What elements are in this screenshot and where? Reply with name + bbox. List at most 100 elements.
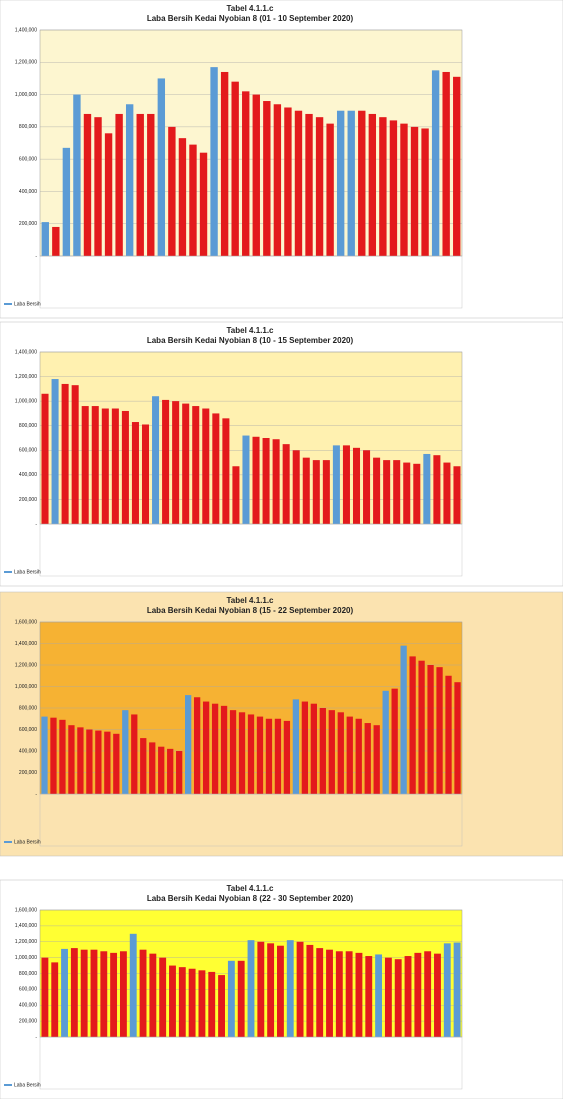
- bar: [192, 406, 200, 524]
- bar: [111, 408, 119, 524]
- bar: [431, 70, 440, 256]
- bar: [345, 951, 353, 1037]
- bar: [51, 962, 59, 1037]
- chart-title: Tabel 4.1.1.c: [227, 326, 275, 335]
- bar: [421, 128, 429, 256]
- y-tick-label: 600,000: [19, 727, 37, 733]
- bar: [59, 719, 66, 794]
- bar: [247, 714, 255, 794]
- chart-title: Tabel 4.1.1.c: [227, 884, 275, 893]
- y-tick-label: -: [35, 791, 37, 797]
- legend-label: Laba Bersih: [14, 301, 41, 307]
- bar: [404, 956, 412, 1037]
- bar: [158, 746, 165, 794]
- y-tick-label: 200,000: [19, 221, 37, 227]
- bar: [193, 697, 201, 794]
- y-tick-label: 1,000,000: [15, 398, 37, 404]
- bar: [101, 408, 109, 524]
- bar: [365, 956, 373, 1037]
- y-tick-label: 200,000: [19, 497, 37, 503]
- bar: [256, 716, 264, 794]
- bar: [373, 457, 381, 524]
- bar: [272, 439, 280, 524]
- bar: [189, 144, 197, 256]
- bar: [70, 948, 78, 1037]
- bar: [364, 723, 371, 794]
- bar: [95, 730, 102, 794]
- bar: [104, 133, 113, 256]
- y-tick-label: 600,000: [19, 448, 37, 454]
- y-tick-label: -: [35, 253, 37, 259]
- chart-subtitle: Laba Bersih Kedai Nyobian 8 (15 - 22 Sep…: [147, 606, 354, 615]
- y-tick-label: 200,000: [19, 1018, 37, 1024]
- legend-label: Laba Bersih: [14, 1082, 41, 1088]
- bar: [379, 117, 387, 257]
- bar: [358, 110, 366, 256]
- bar: [202, 408, 210, 524]
- bar: [301, 701, 309, 794]
- bar: [277, 945, 284, 1037]
- bar: [433, 455, 441, 524]
- bar: [90, 949, 98, 1037]
- bar: [409, 656, 416, 794]
- bar: [389, 120, 398, 257]
- bar: [242, 435, 250, 524]
- bar: [434, 953, 441, 1037]
- bar: [436, 667, 443, 794]
- bar: [81, 406, 89, 524]
- bar: [292, 450, 300, 524]
- bar: [94, 117, 102, 257]
- y-tick-label: 800,000: [19, 124, 37, 130]
- bar: [445, 675, 452, 794]
- y-tick-label: 800,000: [19, 705, 37, 711]
- bar: [400, 123, 408, 256]
- data-table: [39, 255, 463, 309]
- bar: [178, 138, 187, 256]
- bar: [454, 682, 461, 794]
- bar: [382, 690, 389, 794]
- bar: [125, 104, 134, 256]
- bar: [198, 970, 206, 1037]
- bar: [167, 748, 174, 794]
- data-table: [39, 1036, 463, 1090]
- y-tick-label: 1,600,000: [15, 907, 37, 913]
- bar: [242, 91, 250, 256]
- data-table: [39, 523, 463, 577]
- bar: [394, 959, 402, 1037]
- y-tick-label: 1,200,000: [15, 939, 37, 945]
- bar: [168, 126, 176, 256]
- plot-area: [39, 351, 463, 525]
- bar: [302, 457, 310, 524]
- bar: [283, 720, 291, 794]
- y-tick-label: 1,000,000: [15, 955, 37, 961]
- y-tick-label: 400,000: [19, 472, 37, 478]
- bar: [282, 444, 290, 524]
- bar: [368, 113, 377, 256]
- chart-subtitle: Laba Bersih Kedai Nyobian 8 (22 - 30 Sep…: [147, 894, 354, 903]
- bar: [247, 940, 255, 1037]
- y-tick-label: 400,000: [19, 748, 37, 754]
- bar: [129, 933, 137, 1037]
- bar: [319, 708, 326, 794]
- bar: [263, 101, 271, 257]
- y-tick-label: 200,000: [19, 770, 37, 776]
- bar: [296, 941, 304, 1037]
- bar: [373, 725, 380, 794]
- plot-area: [39, 29, 463, 257]
- bar: [136, 113, 144, 256]
- y-tick-label: 1,400,000: [15, 641, 37, 647]
- bar: [188, 968, 196, 1037]
- bar: [113, 733, 120, 794]
- bar: [355, 718, 362, 794]
- bar: [274, 718, 282, 794]
- bar: [332, 445, 340, 524]
- bar: [391, 688, 398, 794]
- bar: [328, 710, 335, 794]
- y-tick-label: 600,000: [19, 987, 37, 993]
- bar: [100, 951, 108, 1037]
- bar: [346, 716, 353, 794]
- bar: [80, 949, 88, 1037]
- y-tick-label: -: [35, 1034, 37, 1040]
- bar: [104, 731, 111, 794]
